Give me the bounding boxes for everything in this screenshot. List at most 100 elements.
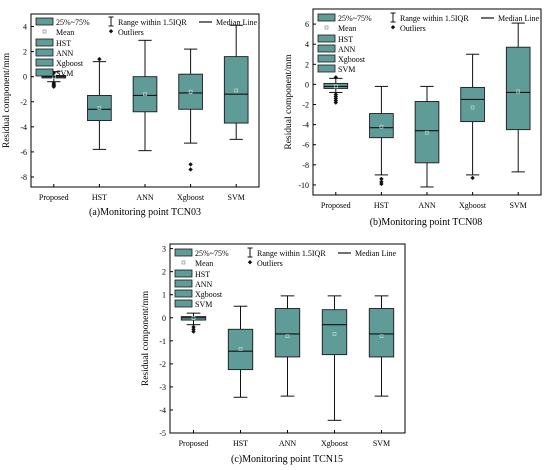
legend-outlier-swatch [108,29,114,34]
iqr-box [223,56,249,124]
box-proposed [41,70,67,89]
chart-panel-3: -5 -4 -3 -2 -1 0 1 2 3 Residual component/mm Propo… [141,243,406,465]
iqr-box [87,95,112,122]
x-tick-label: SVM [228,193,245,202]
x-tick-label: Xgboost [321,439,349,448]
iqr-box [369,113,394,139]
box-svm [223,24,249,140]
legend-outliers-label: Outliers [400,24,426,33]
legend-outlier-swatch [247,260,253,265]
x-tick-label: HST [92,193,107,202]
mean-marker [379,124,384,129]
legend-series-swatch [35,58,54,67]
x-tick-label: Xgboost [459,201,487,210]
y-tick-label: 6 [305,20,309,29]
legend: 25%~75% Range within 1.5IQR Median Line Mea… [317,12,540,74]
legend-mean-swatch [324,25,329,30]
x-tick-label: ANN [418,201,436,210]
iqr-box [227,328,254,371]
mean-marker [333,84,338,89]
mean-marker [234,88,238,93]
box-ann [132,39,158,152]
y-tick-label: -4 [302,121,309,130]
y-tick-label: 0 [305,80,309,89]
iqr-box [414,101,440,164]
legend: 25%~75% Range within 1.5IQR Median Line Mea… [174,247,397,309]
x-tick-label: Proposed [321,201,351,210]
outlier-point [191,324,196,330]
legend-outliers-label: Outliers [118,28,144,37]
outlier-point [97,56,102,62]
legend-series-label: HST [338,35,353,44]
mean-marker [470,105,475,110]
box-ann [414,85,440,188]
outlier-point [188,162,193,167]
legend-series-swatch [35,38,54,47]
y-tick-label: -2 [159,360,166,369]
chart-panel-2: -10 -8 -6 -4 -2 0 2 4 6 Residual component/mm Prop… [284,8,542,228]
legend-series-swatch [317,64,336,73]
legend-outliers-label: Outliers [257,259,283,268]
legend-median-label: Median Line [355,249,397,258]
legend-series-swatch [317,44,336,53]
legend-series-swatch [317,34,336,43]
y-tick-label: -4 [159,406,166,415]
legend-median-label: Median Line [216,18,258,27]
y-tick-label: 2 [23,48,27,57]
iqr-box [178,73,203,110]
x-tick-label: HST [374,201,389,210]
outlier-point [333,100,338,105]
x-tick-label: ANN [279,439,297,448]
legend-box-label: 25%~75% [338,14,372,23]
outlier-point [379,181,384,187]
y-tick-label: -10 [298,181,309,190]
outlier-point [51,84,56,89]
legend-series-swatch [174,279,193,288]
iqr-box [460,86,485,123]
outlier-point [188,167,193,172]
mean-marker [425,130,429,135]
y-tick-label: -3 [159,383,166,392]
y-axis-label: Residual component/mm [284,54,294,150]
x-tick-label: Proposed [179,439,209,448]
mean-marker [51,74,56,79]
outlier-point [333,75,338,80]
legend-range-label: Range within 1.5IQR [118,18,187,27]
box-xgboost [321,295,348,421]
y-tick-label: -8 [302,161,309,170]
legend-series-swatch [174,299,193,308]
x-tick-label: ANN [136,193,154,202]
mean-marker [332,332,337,336]
y-tick-label: 4 [305,40,309,49]
legend-series-swatch [35,68,54,77]
iqr-box [274,308,301,358]
mean-marker [188,89,193,94]
legend-range-label: Range within 1.5IQR [257,249,326,258]
y-tick-label: -2 [302,101,309,110]
y-tick-label: -4 [20,123,27,132]
y-tick-label: 3 [162,245,166,254]
legend-box-swatch [317,13,336,22]
iqr-box [132,76,158,113]
x-tick-label: Proposed [39,193,69,202]
legend-series-label: Xgboost [195,290,223,299]
legend-series-label: ANN [338,45,356,54]
y-tick-label: -1 [159,337,166,346]
x-tick-label: SVM [373,439,390,448]
x-tick-label: HST [233,439,248,448]
legend-series-swatch [174,289,193,298]
y-tick-label: -5 [159,429,166,438]
legend-mean-label: Mean [195,259,213,268]
y-tick-label: -2 [20,98,27,107]
legend-series-swatch [174,269,193,278]
mean-marker [143,92,147,97]
chart-title: (c)Monitoring point TCN15 [231,454,343,465]
chart-panel-1: -8 -6 -4 -2 0 2 4 Residual component/mm Proposed… [2,13,260,218]
legend-mean-swatch [181,260,186,265]
mean-marker [379,334,384,338]
y-tick-label: 2 [305,60,309,69]
legend-series-label: HST [56,39,71,48]
legend-mean-swatch [42,29,47,34]
outlier-point [379,176,384,182]
